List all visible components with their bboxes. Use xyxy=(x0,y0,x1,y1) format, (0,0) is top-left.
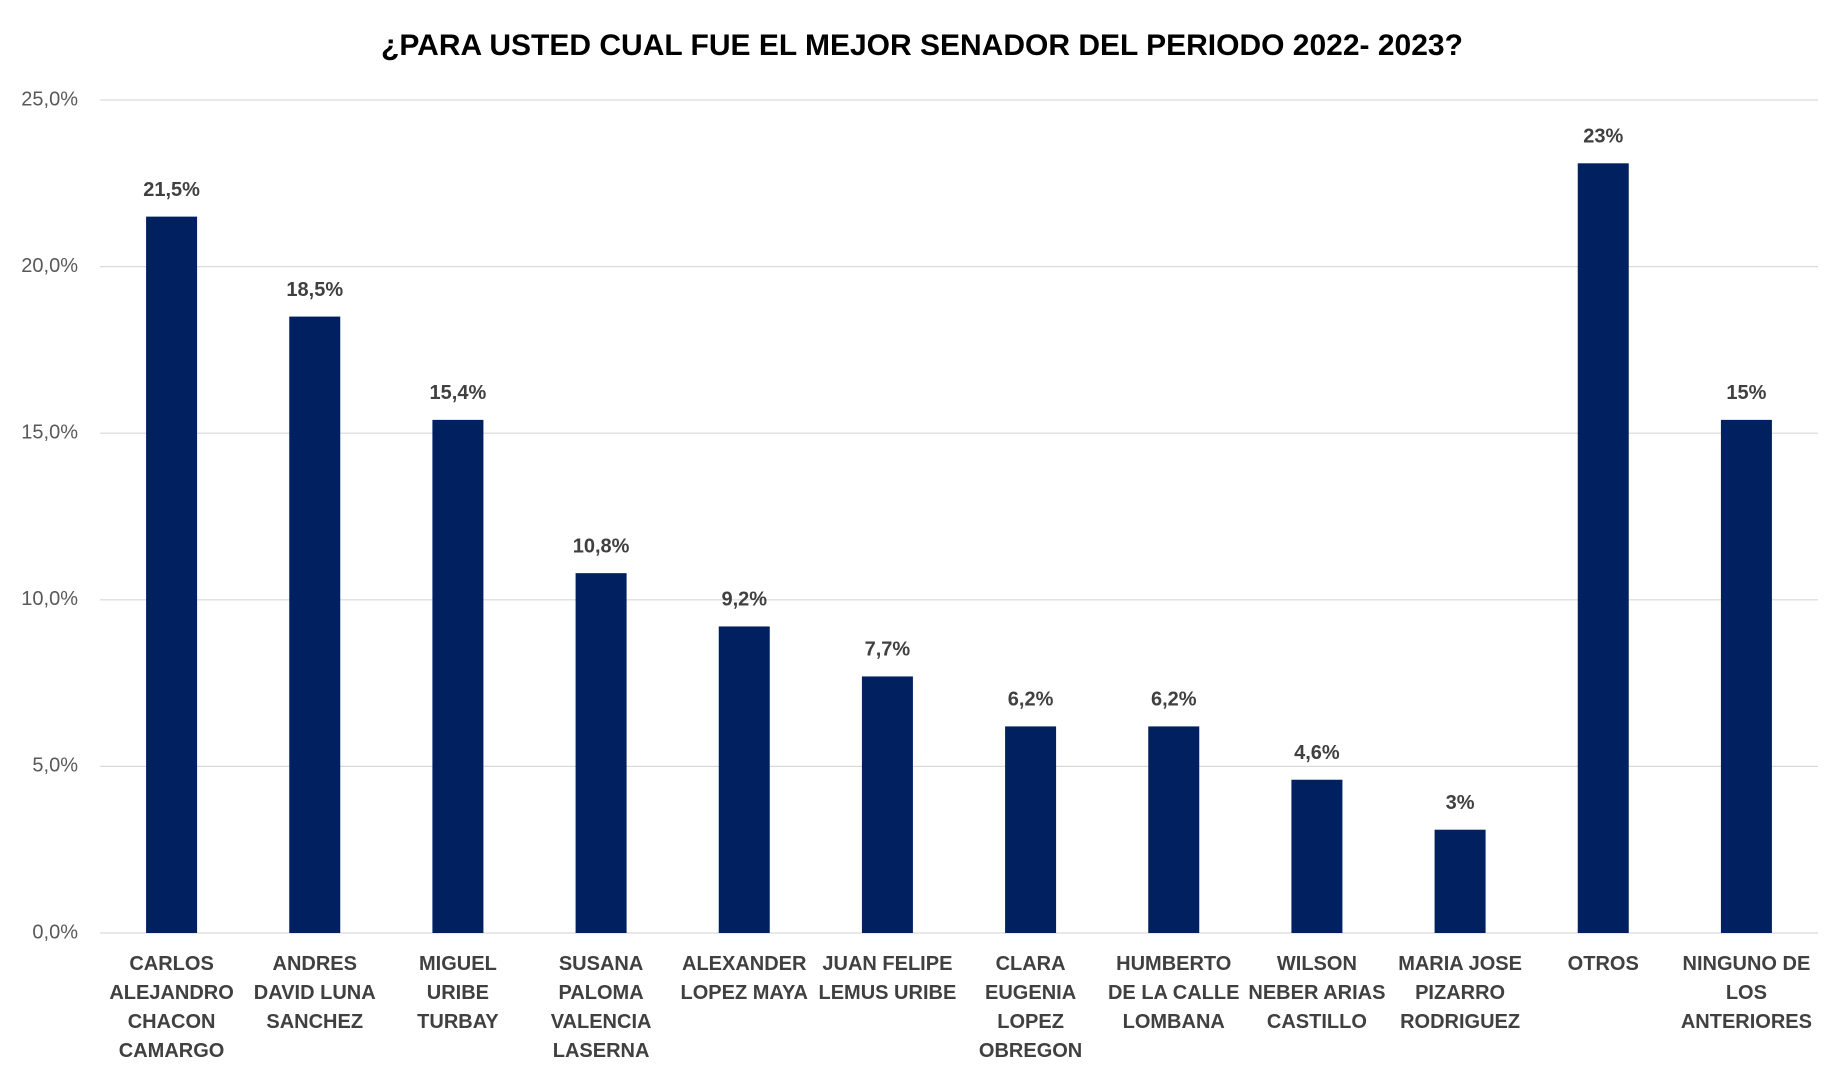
y-tick-label: 15,0% xyxy=(21,421,78,443)
data-label: 9,2% xyxy=(721,589,767,611)
x-tick-label: HUMBERTO DE LA CALLE LOMBANA xyxy=(1107,953,1240,1033)
bar xyxy=(1005,726,1057,933)
bar xyxy=(1720,419,1772,933)
data-label: 4,6% xyxy=(1294,742,1340,764)
bar xyxy=(1577,163,1629,934)
x-tick-label: CLARA EUGENIA LOPEZ OBREGON xyxy=(978,953,1083,1062)
bar xyxy=(1148,726,1200,933)
bar xyxy=(575,573,627,933)
x-tick-label: MARIA JOSE PIZARRO RODRIGUEZ xyxy=(1398,953,1522,1033)
x-tick-label: ALEXANDER LOPEZ MAYA xyxy=(680,953,808,1004)
data-label: 23% xyxy=(1583,126,1623,148)
data-label: 7,7% xyxy=(865,639,911,661)
x-tick-label: CARLOS ALEJANDRO CHACON CAMARGO xyxy=(109,953,234,1062)
data-label: 18,5% xyxy=(286,279,343,301)
x-tick-label: MIGUEL URIBE TURBAY xyxy=(417,953,499,1033)
data-label: 15,4% xyxy=(430,382,487,404)
y-tick-label: 20,0% xyxy=(21,255,78,277)
y-tick-label: 25,0% xyxy=(21,88,78,110)
x-tick-label: NINGUNO DE LOS ANTERIORES xyxy=(1680,953,1812,1033)
data-label: 15% xyxy=(1726,382,1766,404)
x-tick-label: OTROS xyxy=(1567,953,1639,975)
x-tick-label: SUSANA PALOMA VALENCIA LASERNA xyxy=(550,953,652,1062)
chart-title: ¿PARA USTED CUAL FUE EL MEJOR SENADOR DE… xyxy=(381,29,1463,62)
data-label: 21,5% xyxy=(143,179,200,201)
x-tick-label: ANDRES DAVID LUNA SANCHEZ xyxy=(253,953,376,1033)
y-tick-label: 0,0% xyxy=(32,921,78,943)
data-label: 6,2% xyxy=(1008,689,1054,711)
bar xyxy=(289,316,341,934)
bar xyxy=(432,419,484,933)
y-tick-label: 10,0% xyxy=(21,588,78,610)
data-label: 3% xyxy=(1446,792,1475,814)
bar xyxy=(1434,829,1486,933)
data-label: 10,8% xyxy=(573,535,630,557)
x-tick-label: WILSON NEBER ARIAS CASTILLO xyxy=(1248,953,1386,1033)
x-tick-label: JUAN FELIPE LEMUS URIBE xyxy=(818,953,957,1004)
bar xyxy=(146,216,198,933)
bar xyxy=(718,626,770,933)
bar xyxy=(1291,779,1343,933)
y-tick-label: 5,0% xyxy=(32,755,78,777)
bar xyxy=(861,676,913,933)
data-label: 6,2% xyxy=(1151,689,1197,711)
